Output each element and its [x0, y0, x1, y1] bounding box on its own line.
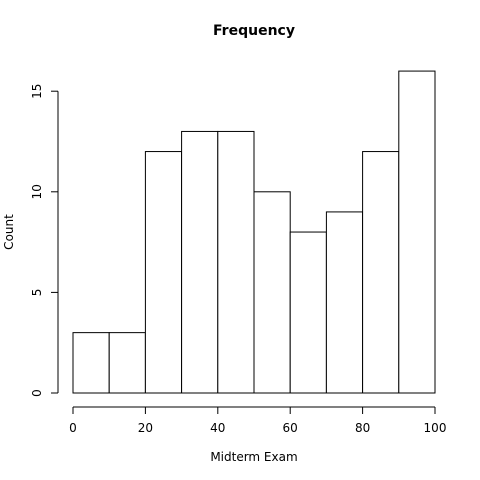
x-axis: 0 20 40 60 80 100 — [69, 406, 447, 435]
histogram-bar-9 — [398, 70, 436, 394]
histogram-bar-7 — [325, 211, 364, 394]
y-tick-label: 15 — [30, 84, 44, 99]
histogram-bar-4 — [217, 130, 255, 394]
x-tick-label: 100 — [424, 421, 447, 435]
histogram-bar-2 — [144, 151, 183, 394]
histogram-bar-6 — [289, 231, 327, 394]
chart-title: Frequency — [213, 23, 295, 39]
bars-layer — [72, 70, 436, 394]
histogram-bar-3 — [181, 130, 219, 394]
histogram-bar-1 — [108, 332, 146, 394]
x-tick-label: 20 — [138, 421, 153, 435]
y-tick-label: 0 — [30, 389, 44, 397]
x-tick-label: 0 — [69, 421, 77, 435]
y-tick-label: 5 — [30, 289, 44, 297]
x-tick-label: 80 — [355, 421, 370, 435]
x-axis-label: Midterm Exam — [210, 450, 297, 464]
histogram-bar-0 — [72, 332, 110, 394]
y-axis: 0 5 10 15 — [30, 84, 59, 397]
y-axis-label: Count — [2, 214, 16, 250]
x-tick-label: 60 — [283, 421, 298, 435]
histogram-bar-8 — [362, 151, 400, 394]
x-tick-label: 40 — [210, 421, 225, 435]
y-tick-label: 10 — [30, 184, 44, 199]
histogram-bar-5 — [253, 191, 291, 394]
